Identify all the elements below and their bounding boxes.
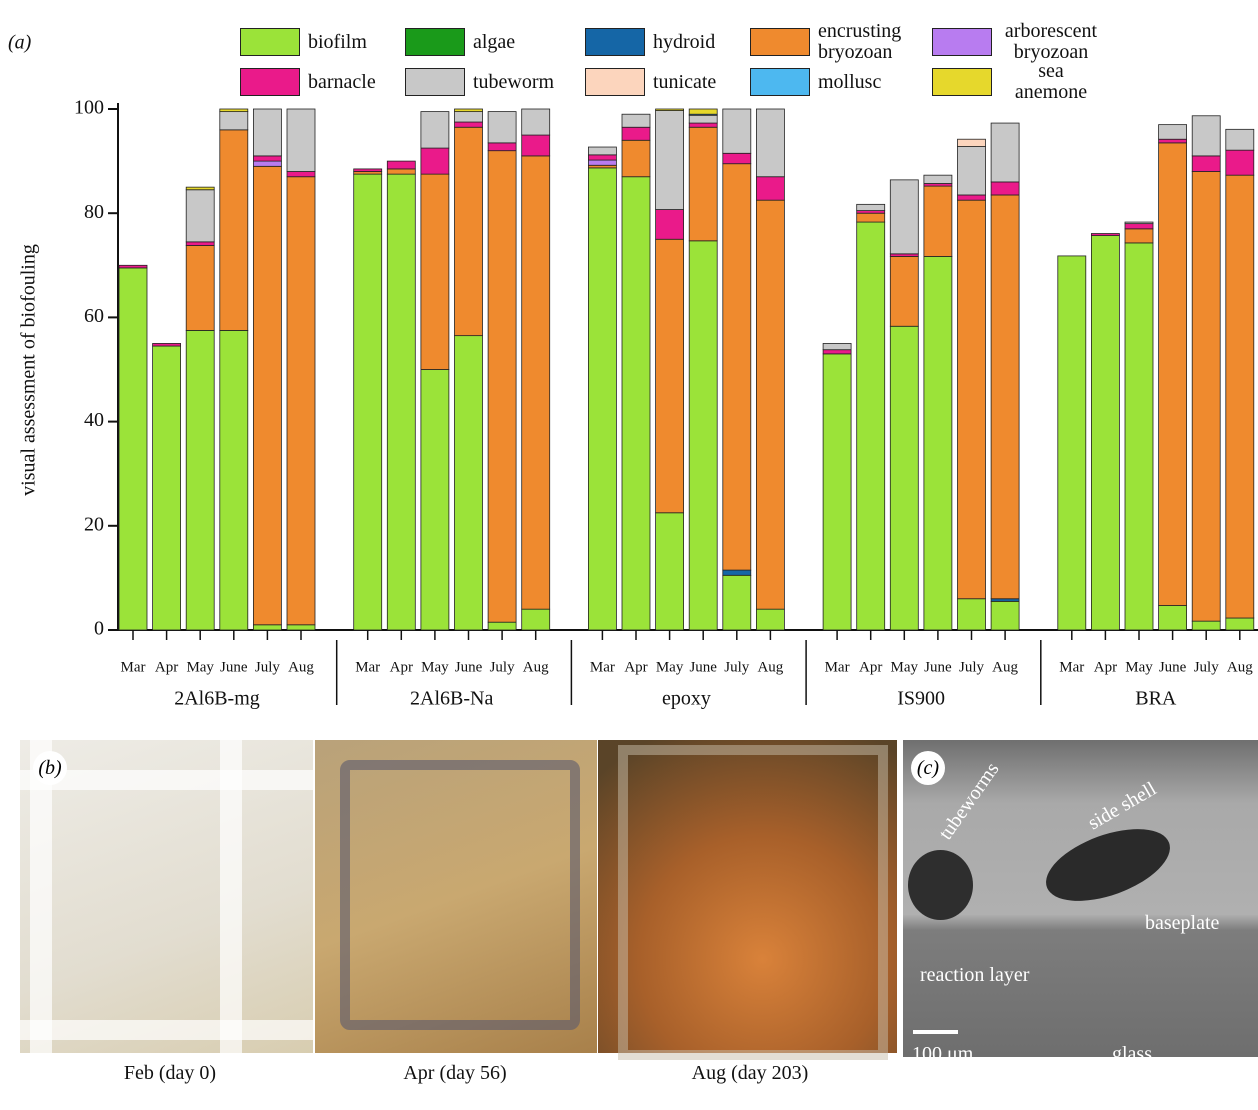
photo-panels: (b) (c) Feb (day 0) Apr (day 56) Aug (da…: [0, 0, 1258, 1110]
photo-caption: Apr (day 56): [345, 1062, 565, 1085]
panel-label: (b): [33, 751, 67, 785]
sem-annotation: baseplate: [1145, 912, 1219, 935]
photo-aug: [598, 740, 897, 1053]
sem-annotation: reaction layer: [920, 964, 1029, 987]
photo-caption: Aug (day 203): [640, 1062, 860, 1085]
photo-caption: Feb (day 0): [60, 1062, 280, 1085]
photo-feb: [20, 740, 313, 1053]
sem-image: [903, 740, 1258, 1057]
panel-label: (c): [911, 751, 945, 785]
sem-annotation: glass: [1112, 1043, 1152, 1066]
page: {"chart_data": {"type": "bar", "stacked"…: [0, 0, 1258, 1110]
scale-bar-label: 100 μm: [912, 1043, 973, 1066]
photo-apr: [315, 740, 597, 1053]
